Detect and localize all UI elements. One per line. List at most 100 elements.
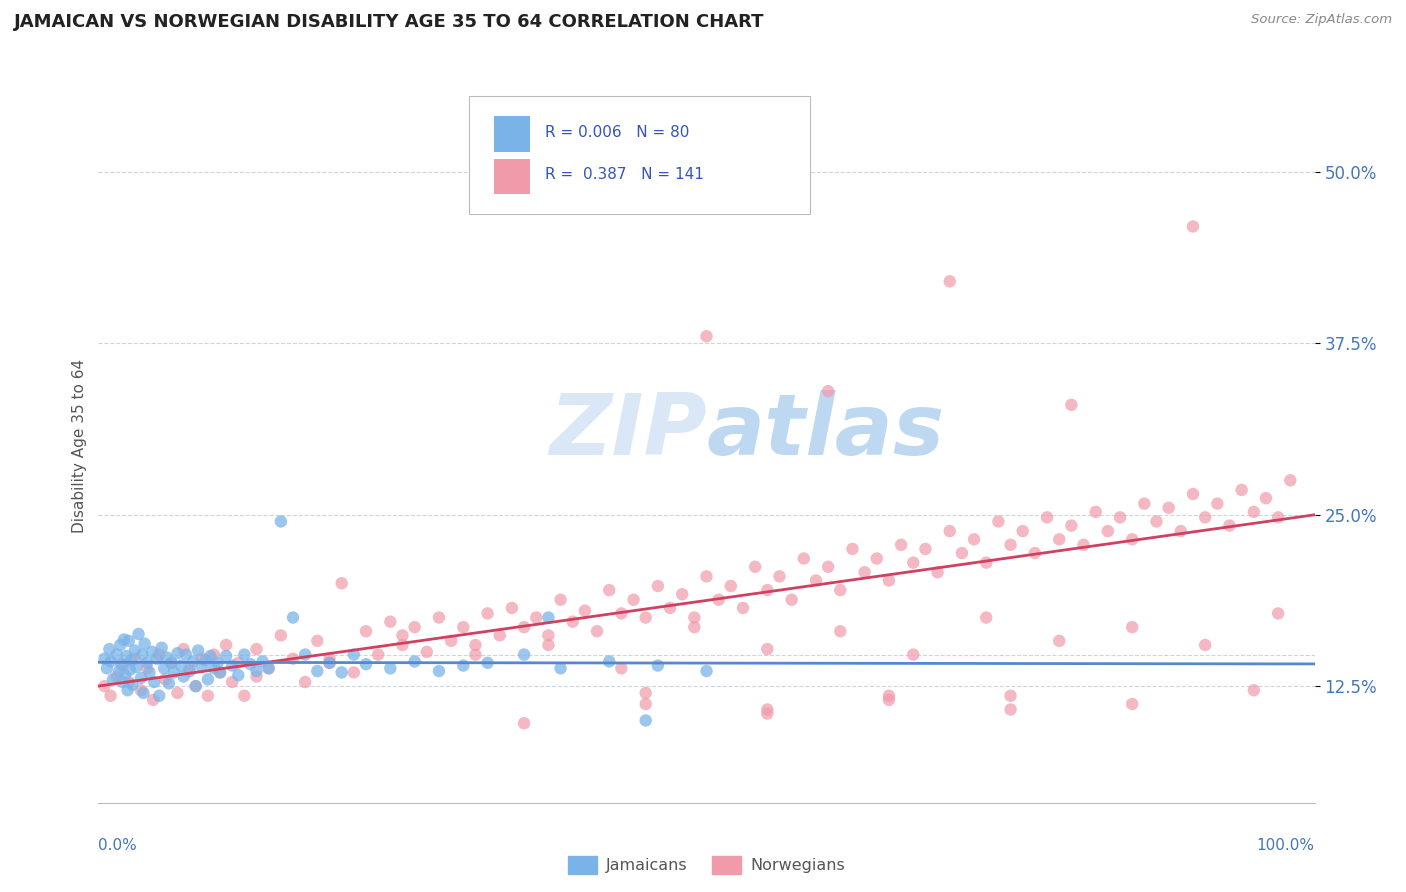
Point	[215, 648, 238, 663]
Point	[1194, 510, 1216, 524]
Point	[804, 574, 827, 588]
Point	[634, 610, 657, 624]
Point	[307, 633, 329, 648]
Point	[634, 697, 657, 711]
Point	[226, 668, 249, 682]
Point	[950, 546, 973, 560]
Point	[391, 628, 413, 642]
Point	[170, 658, 193, 673]
Point	[453, 620, 475, 634]
Point	[318, 651, 340, 665]
Point	[610, 607, 633, 621]
Point	[318, 656, 340, 670]
Point	[427, 664, 450, 678]
Point	[239, 657, 262, 672]
Point	[197, 673, 219, 687]
Point	[166, 686, 188, 700]
Point	[124, 651, 146, 665]
Point	[200, 648, 222, 663]
Point	[756, 702, 779, 716]
Point	[501, 601, 523, 615]
Point	[281, 651, 304, 665]
Point	[281, 610, 304, 624]
Point	[586, 624, 609, 639]
Point	[696, 569, 718, 583]
Point	[146, 651, 169, 665]
Point	[513, 648, 536, 662]
Point	[550, 592, 572, 607]
Point	[464, 638, 486, 652]
Point	[830, 624, 852, 639]
Point	[877, 574, 900, 588]
Point	[173, 669, 195, 683]
Point	[768, 569, 790, 583]
Point	[1121, 533, 1143, 547]
Point	[245, 642, 267, 657]
Point	[143, 675, 166, 690]
FancyBboxPatch shape	[494, 116, 530, 152]
Point	[111, 675, 134, 690]
Point	[756, 583, 779, 598]
Point	[1121, 697, 1143, 711]
Point	[202, 661, 225, 675]
Point	[1084, 505, 1107, 519]
Point	[634, 686, 657, 700]
Point	[197, 689, 219, 703]
Point	[1182, 219, 1205, 234]
Point	[1170, 524, 1192, 538]
Point	[1000, 689, 1022, 703]
Point	[744, 559, 766, 574]
Point	[221, 658, 243, 673]
Point	[853, 566, 876, 580]
Point	[1279, 473, 1302, 487]
Point	[354, 657, 377, 672]
Point	[427, 610, 450, 624]
Point	[118, 675, 141, 690]
Point	[914, 541, 936, 556]
Point	[142, 693, 165, 707]
Point	[477, 607, 499, 621]
Point	[598, 583, 620, 598]
Point	[1047, 633, 1070, 648]
Point	[1194, 638, 1216, 652]
Point	[513, 620, 536, 634]
Point	[756, 642, 779, 657]
Point	[136, 656, 159, 670]
Text: R = 0.006   N = 80: R = 0.006 N = 80	[544, 125, 689, 139]
Point	[903, 556, 925, 570]
Point	[118, 633, 141, 648]
Text: 100.0%: 100.0%	[1257, 838, 1315, 854]
Point	[343, 648, 366, 662]
Point	[318, 656, 340, 670]
Point	[903, 648, 925, 662]
Point	[1060, 398, 1083, 412]
Point	[1060, 518, 1083, 533]
Point	[166, 646, 188, 660]
Point	[114, 668, 136, 682]
Point	[110, 657, 132, 672]
Point	[105, 648, 128, 662]
Point	[354, 624, 377, 639]
Text: JAMAICAN VS NORWEGIAN DISABILITY AGE 35 TO 64 CORRELATION CHART: JAMAICAN VS NORWEGIAN DISABILITY AGE 35 …	[14, 13, 765, 31]
Point	[207, 656, 229, 670]
Point	[191, 660, 214, 674]
Point	[96, 661, 118, 675]
Point	[974, 610, 997, 624]
Point	[141, 645, 163, 659]
Point	[194, 653, 217, 667]
Point	[125, 660, 148, 674]
Point	[1267, 510, 1289, 524]
Point	[124, 643, 146, 657]
Point	[1157, 500, 1180, 515]
Point	[117, 683, 139, 698]
Point	[987, 515, 1010, 529]
Point	[108, 664, 131, 678]
Point	[93, 651, 115, 665]
Point	[155, 673, 177, 687]
Point	[160, 656, 183, 670]
Point	[294, 648, 316, 662]
Point	[110, 638, 132, 652]
Point	[623, 592, 645, 607]
Point	[148, 689, 170, 703]
Point	[440, 633, 463, 648]
